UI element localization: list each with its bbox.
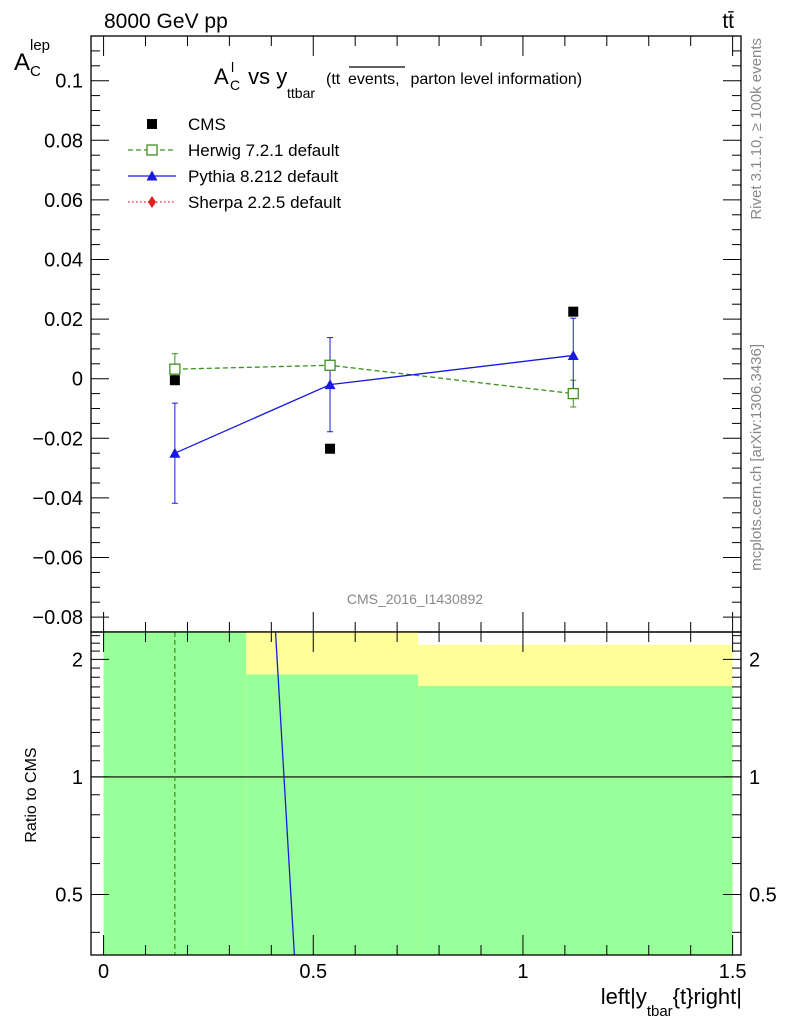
- analysis-watermark: CMS_2016_I1430892: [347, 591, 483, 607]
- header-right: tt̄: [722, 10, 734, 33]
- header-left: 8000 GeV pp: [104, 10, 228, 33]
- pythia-point: [169, 447, 181, 458]
- main-panel: −0.08 −0.06 −0.04 −0.02 0 0.02 0.04 0.06 0.08 0.1…: [14, 35, 742, 633]
- cms-point: [169, 375, 180, 386]
- main-ytick-label: 0: [72, 369, 83, 391]
- main-ytick-label: 0.06: [44, 190, 83, 212]
- title-a-sub: C: [230, 77, 240, 93]
- herwig-point: [324, 359, 336, 371]
- legend-label: Herwig 7.2.1 default: [188, 141, 339, 160]
- xlabel-post: {t}right|: [673, 984, 742, 1009]
- main-ytick-label: −0.04: [32, 488, 83, 510]
- ratio-xtick-label: 1.5: [719, 961, 747, 983]
- ratio-ytick-labels: 0.5 0.5 1 1 2 2: [55, 649, 777, 906]
- ratio-xlabel: left|ytbar{t}right|: [601, 984, 742, 1020]
- mcplots-label: mcplots.cern.ch [arXiv:1306.3436]: [748, 344, 765, 571]
- legend-marker: [146, 170, 158, 181]
- main-axis-ticks: [91, 35, 741, 633]
- legend-item: Herwig 7.2.1 default: [128, 141, 339, 160]
- title-a: A: [214, 64, 229, 89]
- legend-label: CMS: [188, 115, 226, 134]
- cms-point: [568, 306, 579, 317]
- main-ytick-label: 0.02: [44, 309, 83, 331]
- legend-label: Sherpa 2.2.5 default: [188, 193, 341, 212]
- ratio-band-green: [418, 685, 733, 955]
- title-y-sub: ttbar: [287, 85, 315, 101]
- pythia-point: [567, 349, 579, 360]
- pythia-line: [174, 354, 574, 454]
- plot-title: A l C vs y ttbar (tt events, parton leve…: [214, 59, 582, 101]
- ratio-xtick-label: 1: [517, 961, 528, 983]
- main-ytick-label: −0.06: [32, 548, 83, 570]
- ratio-frame: [90, 631, 742, 956]
- title-paren-rest: parton level information): [406, 71, 582, 88]
- ylabel-main: A: [14, 49, 30, 76]
- title-a-sup: l: [231, 59, 234, 75]
- ratio-xtick-labels: 0 0.5 1 1.5: [98, 961, 747, 983]
- xlabel-pre: left|y: [601, 984, 647, 1009]
- title-overlined: events,: [348, 71, 400, 88]
- title-vs-y: vs y: [242, 64, 287, 89]
- legend: CMS Herwig 7.2.1 default Pythia 8.212 defa…: [128, 115, 341, 212]
- ratio-panel: 0.5 0.5 1 1 2 2 0 0.5 1 1.5 Ratio to CMS left|yt…: [23, 631, 777, 1020]
- ratio-xtick-label: 0.5: [299, 961, 327, 983]
- main-ytick-labels: −0.08 −0.06 −0.04 −0.02 0 0.02 0.04 0.06 0.08 0.1: [32, 71, 83, 629]
- ylabel-sup: lep: [30, 37, 50, 54]
- legend-marker: [148, 196, 156, 208]
- herwig-point: [169, 363, 181, 375]
- legend-marker: [146, 144, 158, 156]
- legend-label: Pythia 8.212 default: [188, 167, 339, 186]
- ratio-ytick-label: 2: [72, 649, 83, 671]
- ratio-lines: [91, 631, 741, 956]
- main-data: [169, 306, 579, 504]
- pythia-ratio-line: [274, 631, 296, 956]
- xlabel-sub: tbar: [647, 1003, 673, 1020]
- ratio-xtick-label: 0: [98, 961, 109, 983]
- main-ytick-label: −0.08: [32, 607, 83, 629]
- legend-item: CMS: [147, 115, 226, 134]
- ratio-ylabel: Ratio to CMS: [23, 747, 40, 842]
- ylabel-sub: C: [30, 63, 41, 80]
- legend-item: Sherpa 2.2.5 default: [128, 193, 341, 212]
- ratio-ytick-label: 1: [72, 767, 83, 789]
- pythia-point: [324, 379, 336, 390]
- legend-item: Pythia 8.212 default: [128, 167, 339, 186]
- main-ylabel: AC: [14, 49, 41, 80]
- main-ytick-label: 0.08: [44, 130, 83, 152]
- ratio-ytick-label-right: 0.5: [749, 885, 777, 907]
- cms-point: [325, 443, 336, 454]
- title-paren-open: (tt: [326, 71, 341, 88]
- main-ytick-label: 0.1: [55, 71, 83, 93]
- rivet-version-label: Rivet 3.1.10, ≥ 100k events: [748, 38, 765, 220]
- ratio-ytick-label: 0.5: [55, 885, 83, 907]
- main-ytick-label: 0.04: [44, 250, 83, 272]
- ratio-ytick-label-right: 2: [749, 649, 760, 671]
- ratio-bands: [103, 632, 733, 955]
- main-ytick-label: −0.02: [32, 428, 83, 450]
- ratio-axis-ticks: [91, 632, 741, 955]
- ratio-band-green: [246, 674, 419, 955]
- herwig-point: [567, 387, 579, 400]
- ratio-ytick-label-right: 1: [749, 767, 760, 789]
- legend-marker: [147, 119, 157, 129]
